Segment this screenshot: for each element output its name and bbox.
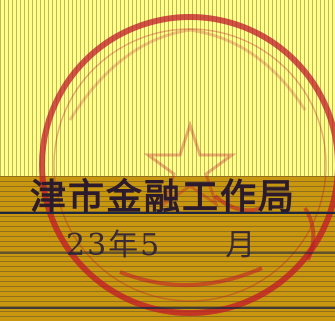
separator-rule	[0, 212, 335, 214]
paper-bottom-band	[0, 176, 335, 321]
date-line: 23年5 月	[66, 220, 257, 264]
scan-vertical-lines	[0, 0, 335, 176]
issuer-line: 津市金融工作局	[30, 168, 296, 220]
bottom-rule	[0, 252, 335, 254]
scan-horizontal-lines	[0, 176, 335, 321]
issuer-text: 津市金融工作局	[30, 176, 297, 218]
date-text: 23年5 月	[66, 228, 258, 263]
footer-rule	[0, 307, 335, 309]
paper-top-band	[0, 0, 335, 176]
